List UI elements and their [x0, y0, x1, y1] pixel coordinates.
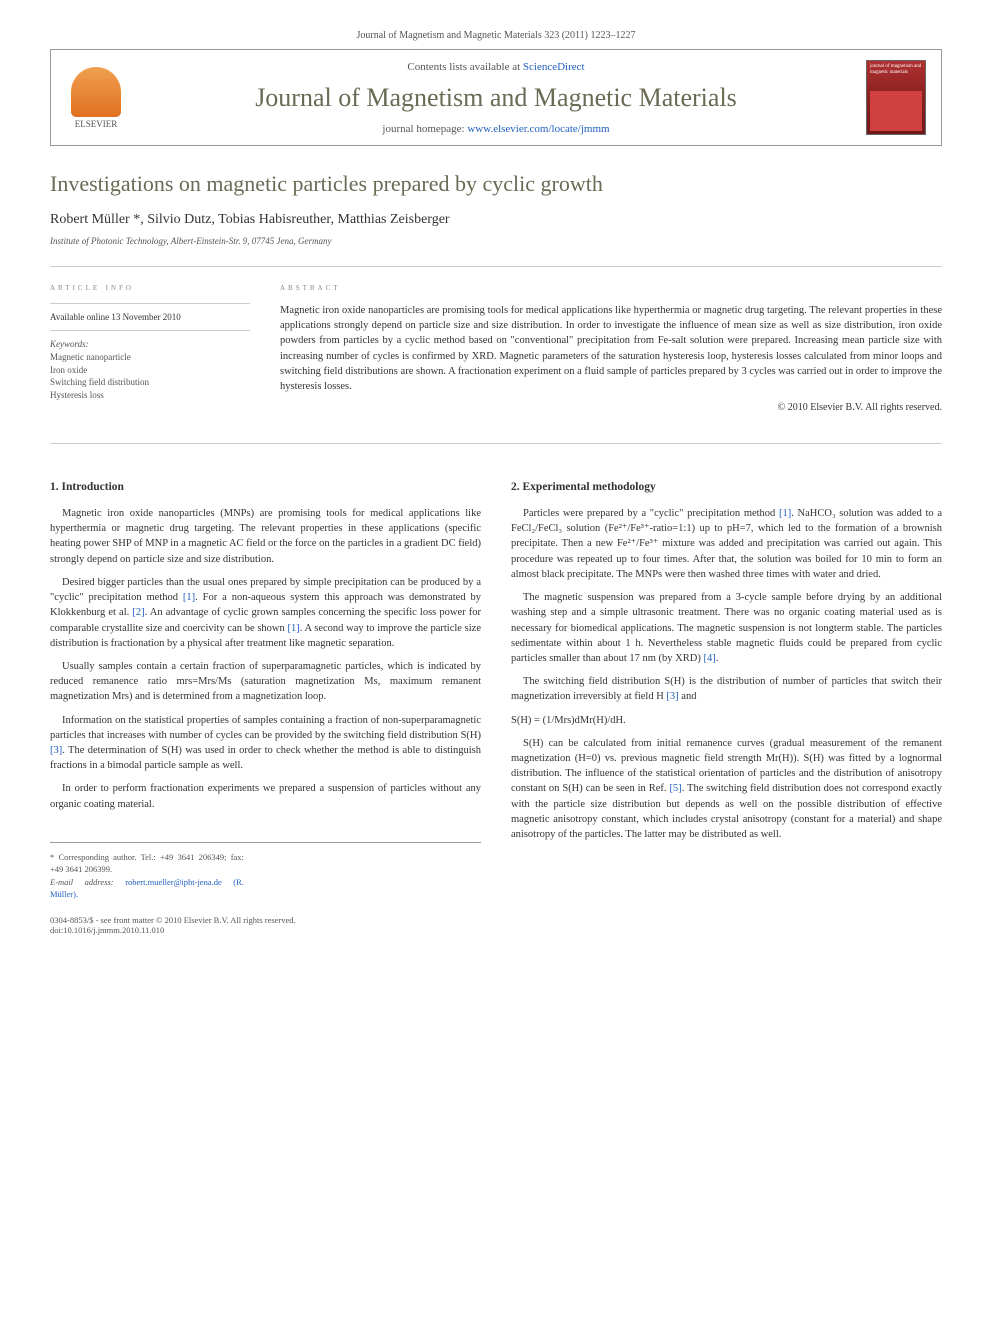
elsevier-tree-icon: [71, 67, 121, 117]
sciencedirect-link[interactable]: ScienceDirect: [523, 61, 585, 73]
journal-title: Journal of Magnetism and Magnetic Materi…: [141, 83, 851, 113]
contents-line: Contents lists available at ScienceDirec…: [141, 61, 851, 73]
ref-link[interactable]: [3]: [50, 745, 62, 756]
contents-prefix: Contents lists available at: [407, 61, 522, 73]
cover-image-area: [870, 91, 922, 131]
body-column-right: 2. Experimental methodology Particles we…: [511, 464, 942, 900]
elsevier-label: ELSEVIER: [75, 119, 118, 129]
issn-line: 0304-8853/$ - see front matter © 2010 El…: [50, 915, 296, 925]
elsevier-logo: ELSEVIER: [66, 63, 126, 133]
body-column-left: 1. Introduction Magnetic iron oxide nano…: [50, 464, 481, 900]
homepage-prefix: journal homepage:: [382, 123, 467, 135]
ref-link[interactable]: [2]: [132, 607, 144, 618]
cover-title-text: journal of magnetism and magnetic materi…: [870, 64, 922, 91]
body-paragraph: Desired bigger particles than the usual …: [50, 575, 481, 651]
email-line: E-mail address: robert.mueller@ipht-jena…: [50, 876, 244, 901]
ref-link[interactable]: [1]: [779, 508, 791, 519]
body-columns: 1. Introduction Magnetic iron oxide nano…: [50, 443, 942, 900]
journal-cover-thumbnail: journal of magnetism and magnetic materi…: [866, 60, 926, 135]
journal-header-box: ELSEVIER Contents lists available at Sci…: [50, 49, 942, 146]
keyword: Switching field distribution: [50, 376, 250, 389]
body-paragraph: In order to perform fractionation experi…: [50, 781, 481, 811]
body-paragraph: Magnetic iron oxide nanoparticles (MNPs)…: [50, 506, 481, 567]
body-paragraph: Particles were prepared by a "cyclic" pr…: [511, 506, 942, 582]
authors-line: Robert Müller *, Silvio Dutz, Tobias Hab…: [50, 212, 942, 228]
homepage-line: journal homepage: www.elsevier.com/locat…: [141, 123, 851, 135]
journal-header-bar: Journal of Magnetism and Magnetic Materi…: [50, 30, 942, 49]
affiliation: Institute of Photonic Technology, Albert…: [50, 236, 942, 246]
body-paragraph: Usually samples contain a certain fracti…: [50, 659, 481, 705]
available-online: Available online 13 November 2010: [50, 312, 250, 322]
ref-link[interactable]: [5]: [669, 783, 681, 794]
formula: S(H) = (1/Mrs)dMr(H)/dH.: [511, 713, 942, 728]
corresponding-author-footer: * Corresponding author. Tel.: +49 3641 2…: [50, 842, 481, 900]
ref-link[interactable]: [4]: [703, 653, 715, 664]
keywords-label: Keywords:: [50, 339, 250, 349]
abstract-text: Magnetic iron oxide nanoparticles are pr…: [280, 303, 942, 394]
corresponding-author: * Corresponding author. Tel.: +49 3641 2…: [50, 851, 244, 876]
section-2-heading: 2. Experimental methodology: [511, 479, 942, 496]
header-center: Contents lists available at ScienceDirec…: [141, 61, 851, 135]
body-paragraph: Information on the statistical propertie…: [50, 713, 481, 774]
homepage-link[interactable]: www.elsevier.com/locate/jmmm: [467, 123, 609, 135]
section-1-heading: 1. Introduction: [50, 479, 481, 496]
keyword: Hysteresis loss: [50, 389, 250, 402]
keyword: Magnetic nanoparticle: [50, 351, 250, 364]
article-info-label: article info: [50, 282, 250, 293]
abstract-label: abstract: [280, 282, 942, 293]
ref-link[interactable]: [1]: [183, 592, 195, 603]
doi-line: doi:10.1016/j.jmmm.2010.11.010: [50, 925, 296, 935]
abstract-copyright: © 2010 Elsevier B.V. All rights reserved…: [280, 402, 942, 413]
ref-link[interactable]: [3]: [666, 691, 678, 702]
ref-link[interactable]: [1]: [288, 623, 300, 634]
body-paragraph: The magnetic suspension was prepared fro…: [511, 590, 942, 666]
keyword: Iron oxide: [50, 364, 250, 377]
abstract-block: abstract Magnetic iron oxide nanoparticl…: [280, 282, 942, 413]
page-footer: 0304-8853/$ - see front matter © 2010 El…: [50, 915, 942, 935]
body-paragraph: S(H) can be calculated from initial rema…: [511, 736, 942, 843]
body-paragraph: The switching field distribution S(H) is…: [511, 674, 942, 704]
article-info-block: article info Available online 13 Novembe…: [50, 282, 250, 413]
info-abstract-row: article info Available online 13 Novembe…: [50, 266, 942, 413]
article-title: Investigations on magnetic particles pre…: [50, 171, 942, 197]
